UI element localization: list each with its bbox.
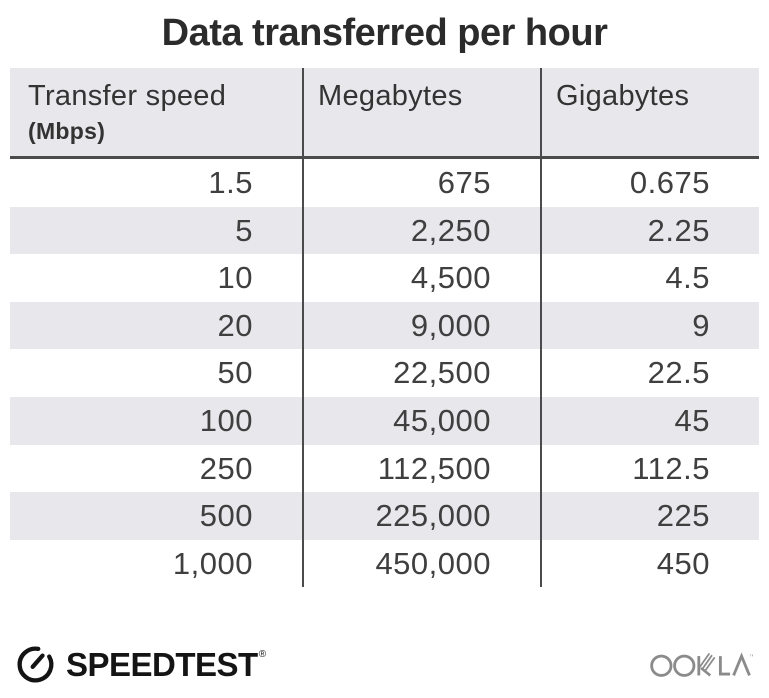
cell-speed: 20 — [217, 307, 253, 343]
table-row: 100 45,000 45 — [10, 396, 759, 445]
header-transfer-speed-label: Transfer speed — [28, 80, 227, 112]
table-row: 20 9,000 9 — [10, 301, 759, 350]
table-row: 500 225,000 225 — [10, 492, 759, 540]
table-row: 250 112,500 112.5 — [10, 444, 759, 493]
cell-gigabytes: 0.675 — [540, 159, 759, 207]
cell-speed: 50 — [217, 355, 253, 391]
cell-gigabytes: 22.5 — [540, 349, 759, 397]
data-table: Transfer speed (Mbps) Megabytes Gigabyte… — [10, 68, 759, 588]
header-gigabytes-label: Gigabytes — [556, 80, 690, 112]
cell-megabytes: 450,000 — [302, 539, 540, 588]
cell-megabytes: 112,500 — [302, 444, 540, 493]
cell-speed: 1.5 — [208, 165, 253, 200]
cell-megabytes: 9,000 — [302, 301, 540, 350]
cell-megabytes: 4,500 — [302, 254, 540, 302]
table-row: 1,000 450,000 450 — [10, 539, 759, 588]
cell-speed: 500 — [199, 498, 253, 534]
speedtest-logo: SPEEDTEST ® — [15, 644, 266, 685]
header-transfer-speed-unit: (Mbps) — [28, 118, 106, 144]
cell-gigabytes: 225 — [540, 492, 759, 540]
table-row: 5 2,250 2.25 — [10, 206, 759, 255]
cell-gigabytes: 4.5 — [540, 254, 759, 302]
cell-speed: 100 — [199, 402, 253, 438]
header-transfer-speed: Transfer speed (Mbps) — [10, 68, 302, 156]
table-body: 1.5 675 0.675 5 2,250 2.25 10 4,500 4.5 … — [10, 159, 759, 588]
cell-speed: 1,000 — [172, 545, 253, 581]
header-gigabytes: Gigabytes — [540, 68, 759, 156]
table-row: 10 4,500 4.5 — [10, 254, 759, 302]
cell-megabytes: 45,000 — [302, 396, 540, 445]
cell-gigabytes: 45 — [540, 396, 759, 445]
table-row: 1.5 675 0.675 — [10, 159, 759, 207]
header-megabytes-label: Megabytes — [318, 80, 463, 112]
cell-megabytes: 22,500 — [302, 349, 540, 397]
cell-megabytes: 675 — [302, 159, 540, 207]
ookla-trademark-glyph: ™ — [749, 654, 753, 660]
cell-gigabytes: 112.5 — [540, 444, 759, 493]
cell-gigabytes: 450 — [540, 539, 759, 588]
header-megabytes: Megabytes — [302, 68, 540, 156]
speedtest-gauge-icon — [17, 646, 54, 682]
cell-gigabytes: 2.25 — [540, 206, 759, 255]
ookla-wordmark-icon: ™ — [650, 652, 753, 677]
cell-speed: 10 — [217, 260, 253, 296]
cell-speed: 5 — [235, 212, 253, 248]
table-header-row: Transfer speed (Mbps) Megabytes Gigabyte… — [10, 68, 759, 159]
cell-megabytes: 225,000 — [302, 492, 540, 540]
table-row: 50 22,500 22.5 — [10, 349, 759, 397]
ookla-logo: ™ — [649, 645, 753, 683]
speedtest-wordmark: SPEEDTEST — [66, 645, 258, 683]
cell-speed: 250 — [199, 450, 253, 486]
page-title: Data transferred per hour — [161, 12, 608, 54]
cell-gigabytes: 9 — [540, 301, 759, 350]
footer: SPEEDTEST ® ™ — [15, 640, 753, 688]
speedtest-registered-mark: ® — [258, 648, 267, 660]
cell-megabytes: 2,250 — [302, 206, 540, 255]
